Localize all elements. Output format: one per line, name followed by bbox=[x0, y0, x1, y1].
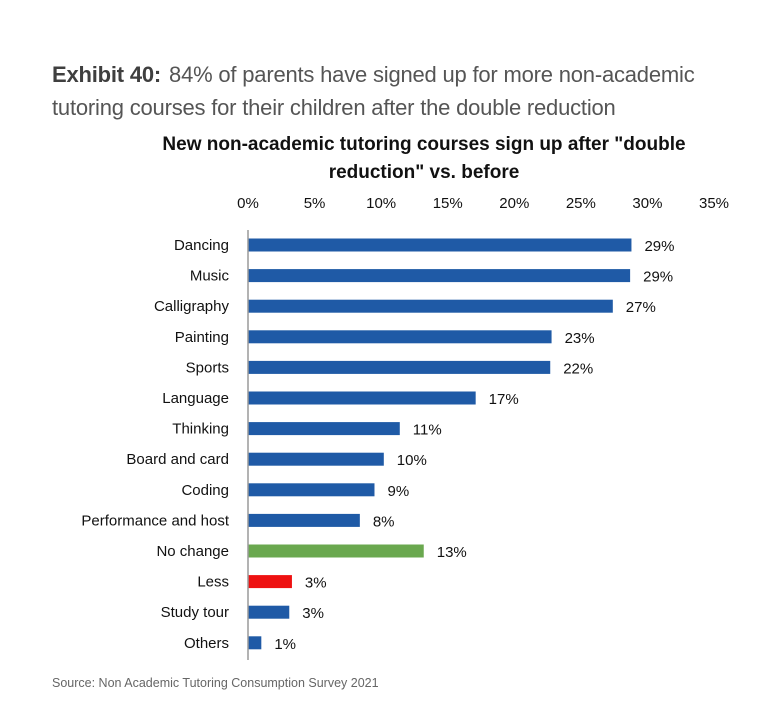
category-label: Study tour bbox=[161, 604, 229, 621]
data-label: 3% bbox=[302, 605, 324, 622]
category-label: Less bbox=[197, 574, 229, 591]
data-label: 22% bbox=[563, 360, 593, 377]
exhibit-text: 84% of parents have signed up for more n… bbox=[52, 62, 695, 120]
category-label: Others bbox=[184, 635, 229, 652]
bar bbox=[248, 299, 613, 313]
bar bbox=[248, 544, 424, 558]
bars: Dancing 29% Music 29% Calligraphy 27% Painting… bbox=[81, 237, 674, 653]
data-label: 3% bbox=[305, 575, 327, 592]
bar bbox=[248, 330, 552, 344]
bar bbox=[248, 605, 290, 619]
x-tick-label: 0% bbox=[237, 195, 259, 212]
x-tick-label: 20% bbox=[499, 195, 529, 212]
bar bbox=[248, 513, 360, 527]
data-label: 23% bbox=[565, 330, 595, 347]
bar bbox=[248, 452, 384, 466]
category-label: Music bbox=[190, 268, 230, 285]
x-tick-label: 15% bbox=[433, 195, 463, 212]
bar bbox=[248, 483, 375, 497]
bar bbox=[248, 391, 476, 405]
category-label: No change bbox=[156, 543, 229, 560]
data-label: 17% bbox=[489, 391, 519, 408]
x-tick-label: 25% bbox=[566, 195, 596, 212]
bar bbox=[248, 269, 631, 283]
source-note: Source: Non Academic Tutoring Consumptio… bbox=[52, 676, 379, 690]
category-label: Dancing bbox=[174, 237, 229, 254]
category-label: Painting bbox=[175, 329, 229, 346]
bar-chart: New non-academic tutoring courses sign u… bbox=[81, 134, 729, 660]
bar bbox=[248, 422, 400, 436]
x-tick-label: 10% bbox=[366, 195, 396, 212]
category-label: Board and card bbox=[126, 451, 229, 468]
bar bbox=[248, 360, 551, 374]
chart-title-line-2: reduction" vs. before bbox=[329, 162, 520, 183]
category-label: Thinking bbox=[172, 421, 229, 438]
data-label: 10% bbox=[397, 452, 427, 469]
x-tick-label: 30% bbox=[632, 195, 662, 212]
data-label: 8% bbox=[373, 513, 395, 530]
data-label: 13% bbox=[437, 544, 467, 561]
data-label: 29% bbox=[643, 269, 673, 286]
category-label: Performance and host bbox=[81, 512, 229, 529]
category-label: Sports bbox=[186, 359, 229, 376]
data-label: 9% bbox=[387, 483, 409, 500]
data-label: 29% bbox=[644, 238, 674, 255]
x-tick-label: 5% bbox=[304, 195, 326, 212]
bar bbox=[248, 238, 632, 252]
exhibit-caption: Exhibit 40: 84% of parents have signed up… bbox=[52, 58, 752, 124]
category-label: Language bbox=[162, 390, 229, 407]
x-tick-label: 35% bbox=[699, 195, 729, 212]
data-label: 1% bbox=[274, 636, 296, 653]
category-label: Coding bbox=[181, 482, 229, 499]
bar bbox=[248, 575, 292, 589]
category-label: Calligraphy bbox=[154, 298, 230, 315]
data-label: 11% bbox=[413, 422, 442, 439]
x-axis-ticks: 0% 5% 10% 15% 20% 25% 30% 35% bbox=[237, 195, 729, 212]
bar bbox=[248, 636, 262, 650]
chart-title-line-1: New non-academic tutoring courses sign u… bbox=[162, 134, 685, 155]
exhibit-label: Exhibit 40: bbox=[52, 62, 162, 87]
data-label: 27% bbox=[626, 299, 656, 316]
